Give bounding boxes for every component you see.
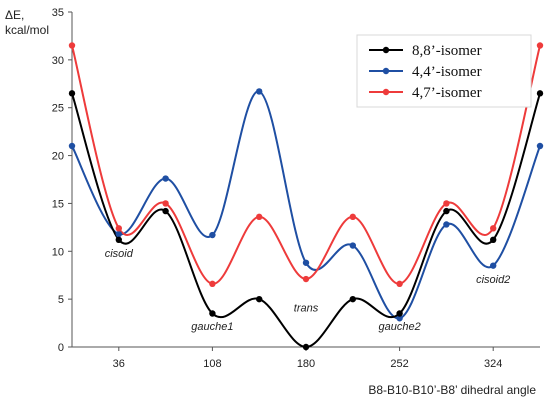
data-point — [115, 236, 123, 243]
data-point — [209, 280, 216, 288]
legend-label: 8,8’-isomer — [412, 43, 482, 59]
data-point — [115, 225, 123, 232]
data-point — [209, 231, 216, 239]
data-point — [536, 90, 544, 97]
y-tick-label: 20 — [52, 151, 64, 163]
data-point — [302, 343, 310, 351]
x-tick-label: 108 — [203, 358, 221, 370]
data-point — [302, 259, 310, 266]
data-point — [396, 310, 403, 317]
data-point — [68, 42, 76, 49]
y-tick-label: 5 — [58, 294, 64, 306]
y-tick-label: 15 — [52, 198, 64, 210]
point-annotation: cisoid — [105, 248, 134, 260]
point-annotation: gauche1 — [191, 321, 233, 333]
data-point — [536, 42, 544, 49]
data-point — [302, 275, 310, 283]
data-point — [443, 200, 450, 207]
data-point — [256, 295, 263, 303]
legend: 8,8’-isomer 4,4’-isomer 4,7’-isomer — [356, 34, 532, 108]
series-line — [71, 90, 541, 320]
data-point — [490, 236, 497, 243]
x-tick-label: 324 — [484, 358, 502, 370]
point-annotation: cisoid2 — [476, 274, 510, 286]
x-tick-label: 252 — [390, 358, 408, 370]
data-point — [162, 200, 169, 207]
y-tick-label: 10 — [52, 246, 64, 258]
x-ticks: 36 108 180 252 324 — [113, 347, 502, 370]
data-point — [443, 221, 450, 228]
x-tick-label: 36 — [113, 358, 125, 370]
data-point — [396, 315, 403, 322]
legend-label: 4,4’-isomer — [412, 64, 482, 80]
annotations: cisoid gauche1 trans gauche2 cisoid2 — [105, 248, 511, 333]
data-point — [209, 310, 216, 317]
data-point — [68, 90, 76, 97]
data-point — [443, 207, 450, 215]
data-point — [396, 280, 403, 288]
legend-swatch-marker — [382, 88, 390, 96]
data-point — [349, 295, 356, 303]
x-axis-label: B8-B10-B10’-B8’ dihedral angle — [368, 383, 536, 397]
data-point — [256, 213, 263, 221]
data-point — [349, 242, 356, 249]
legend-swatch-marker — [382, 67, 390, 75]
series-points — [68, 42, 544, 351]
point-annotation: gauche2 — [378, 321, 420, 333]
data-point — [115, 230, 123, 238]
y-tick-label: 0 — [58, 342, 64, 354]
y-axis-label-line2: kcal/mol — [5, 23, 49, 37]
data-point — [490, 225, 497, 232]
legend-swatch-marker — [382, 46, 390, 54]
y-tick-label: 25 — [52, 103, 64, 115]
y-tick-label: 30 — [52, 55, 64, 67]
data-point — [68, 142, 76, 150]
y-tick-label: 35 — [52, 7, 64, 19]
data-point — [162, 175, 169, 182]
y-axis-label-line1: ΔE, — [5, 8, 24, 22]
data-point — [536, 142, 544, 150]
data-point — [256, 88, 263, 95]
data-point — [490, 262, 497, 269]
y-ticks: 0 5 10 15 20 25 30 35 — [52, 7, 72, 354]
data-point — [162, 207, 169, 215]
data-point — [349, 213, 356, 221]
point-annotation: trans — [294, 303, 319, 315]
legend-label: 4,7’-isomer — [412, 85, 482, 101]
x-tick-label: 180 — [297, 358, 315, 370]
